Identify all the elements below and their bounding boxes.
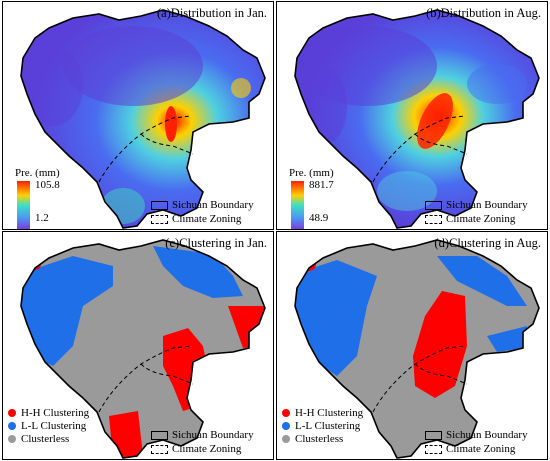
panel-d-title: (d)Clustering in Aug. [434,236,541,250]
sichuan-map-jan-precipitation [20,9,266,229]
legend-boundary: Sichuan Boundary [446,429,528,441]
legend-boundary: Sichuan Boundary [172,429,254,441]
legend-zoning: Climate Zoning [446,443,516,455]
boundary-symbol [425,430,442,440]
hh-dot [8,408,16,417]
sichuan-map-aug-clustering [294,239,540,459]
zoning-symbol [425,444,442,454]
panel-c-cluster-legend: H-H Clustering L-L Clustering Clusterles… [8,406,89,445]
boundary-symbol [425,200,442,210]
panel-b-boundary-legend: Sichuan Boundary Climate Zoning [425,198,528,226]
panel-b-title: (b)Distribution in Aug. [426,6,541,20]
legend-ll: L-L Clustering [295,419,361,432]
panel-aug-clustering: (d)Clustering in Aug. H-H Clustering L-L… [276,231,548,460]
legend-none: Clusterless [295,432,344,445]
colorbar-max: 105.8 [35,179,60,191]
none-dot [8,434,16,443]
zoning-symbol [151,214,168,224]
zoning-symbol [425,214,442,224]
panel-d-cluster-legend: H-H Clustering L-L Clustering Clusterles… [282,406,363,445]
sichuan-map-aug-precipitation [294,9,540,229]
colorbar-label: Pre. (mm) [15,167,60,179]
panel-a-boundary-legend: Sichuan Boundary Climate Zoning [151,198,254,226]
ll-dot [282,421,290,430]
legend-zoning: Climate Zoning [172,213,242,225]
sichuan-map-jan-clustering [20,239,266,459]
boundary-symbol [151,200,168,210]
panel-a-colorbar: Pre. (mm) 105.8 1.2 [15,167,105,229]
legend-ll: L-L Clustering [21,419,87,432]
legend-zoning: Climate Zoning [172,443,242,455]
colorbar-label: Pre. (mm) [289,167,334,179]
panel-d-boundary-legend: Sichuan Boundary Climate Zoning [425,428,528,456]
hh-dot [282,408,290,417]
legend-hh: H-H Clustering [295,406,364,419]
legend-none: Clusterless [21,432,70,445]
colorbar-min: 48.9 [309,212,329,224]
panel-a-title: (a)Distribution in Jan. [156,6,267,20]
ll-dot [8,421,16,430]
legend-boundary: Sichuan Boundary [172,199,254,211]
panel-b-colorbar: Pre. (mm) 881.7 48.9 [289,167,379,229]
colorbar-max: 881.7 [309,179,334,191]
zoning-symbol [151,444,168,454]
boundary-symbol [151,430,168,440]
legend-hh: H-H Clustering [21,406,90,419]
legend-zoning: Climate Zoning [446,213,516,225]
panel-aug-distribution: (b)Distribution in Aug. Pre. (mm) 881.7 … [276,1,548,230]
panel-jan-distribution: (a)Distribution in Jan. Pre. (mm) 105.8 … [2,1,274,230]
panel-jan-clustering: (c)Clustering in Jan. H-H Clustering L-L… [2,231,274,460]
panel-c-title: (c)Clustering in Jan. [165,236,267,250]
colorbar-min: 1.2 [35,212,49,224]
panel-c-boundary-legend: Sichuan Boundary Climate Zoning [151,428,254,456]
legend-boundary: Sichuan Boundary [446,199,528,211]
none-dot [282,434,290,443]
